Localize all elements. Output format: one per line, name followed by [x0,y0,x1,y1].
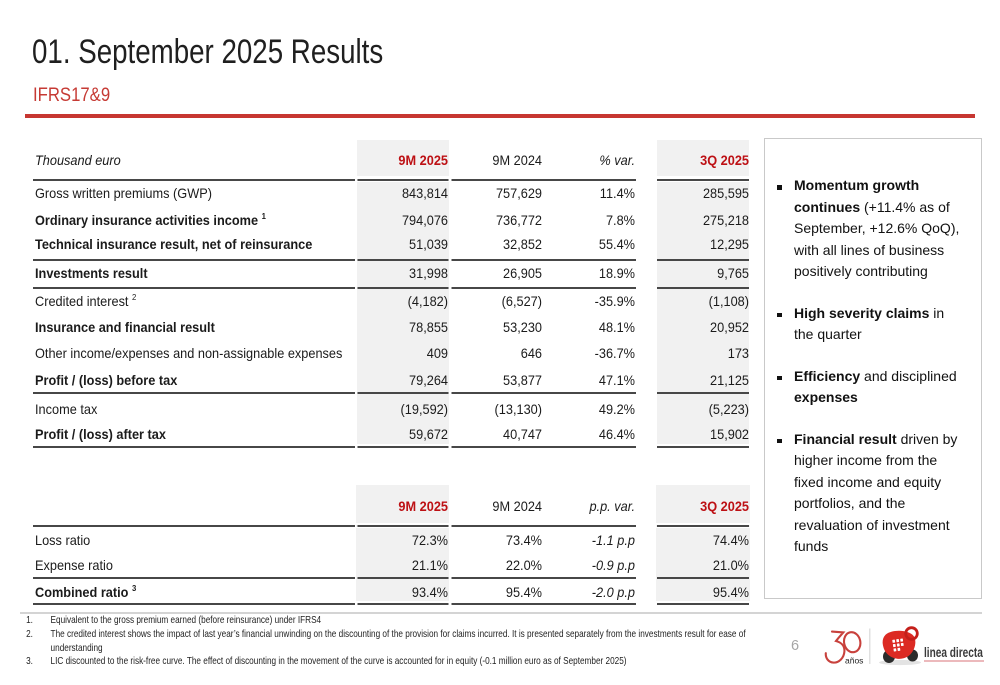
svg-text:años: años [845,656,863,666]
